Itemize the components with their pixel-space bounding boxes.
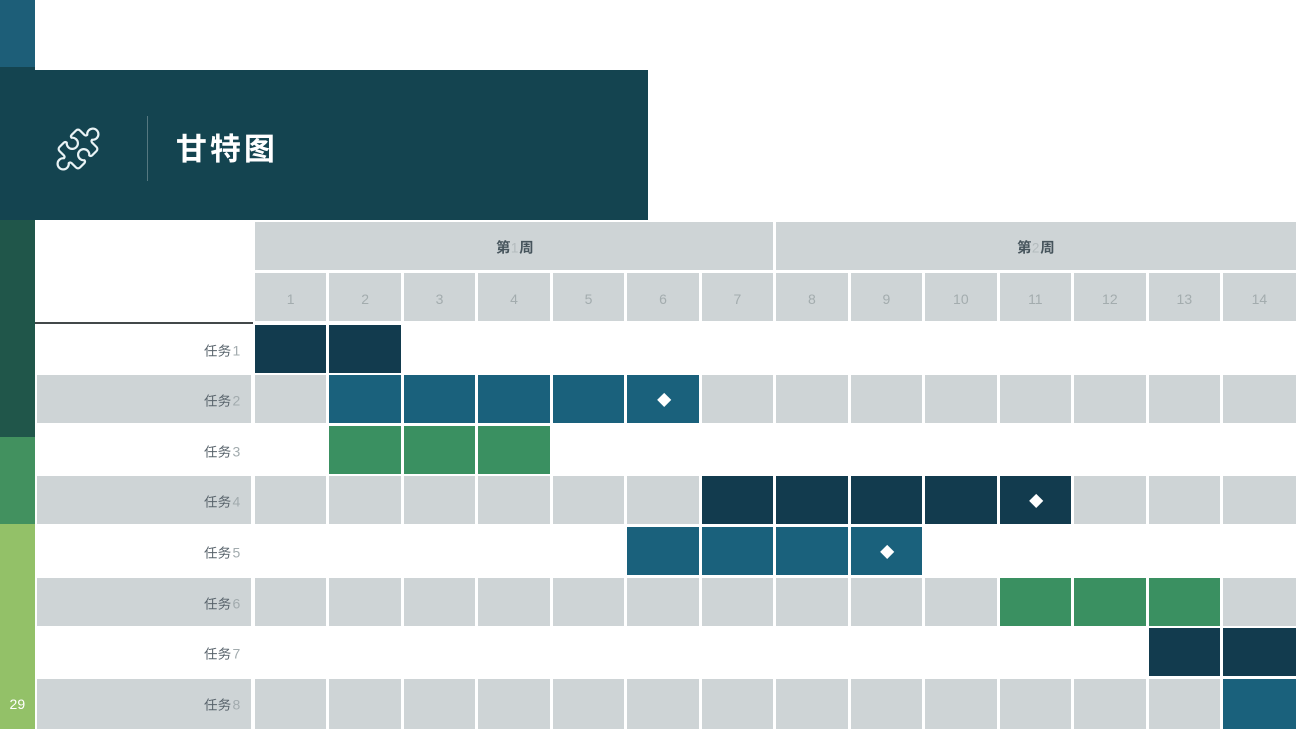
svg-text:4: 4 (232, 494, 240, 510)
svg-text:2: 2 (232, 393, 240, 409)
svg-text:1: 1 (510, 240, 518, 255)
svg-text:3: 3 (232, 443, 240, 459)
svg-text:5: 5 (232, 545, 240, 561)
svg-text:2: 2 (1032, 240, 1040, 255)
svg-text:6: 6 (232, 595, 240, 611)
svg-text:1: 1 (232, 342, 240, 358)
svg-text:8: 8 (232, 696, 240, 712)
svg-text:7: 7 (232, 646, 240, 662)
